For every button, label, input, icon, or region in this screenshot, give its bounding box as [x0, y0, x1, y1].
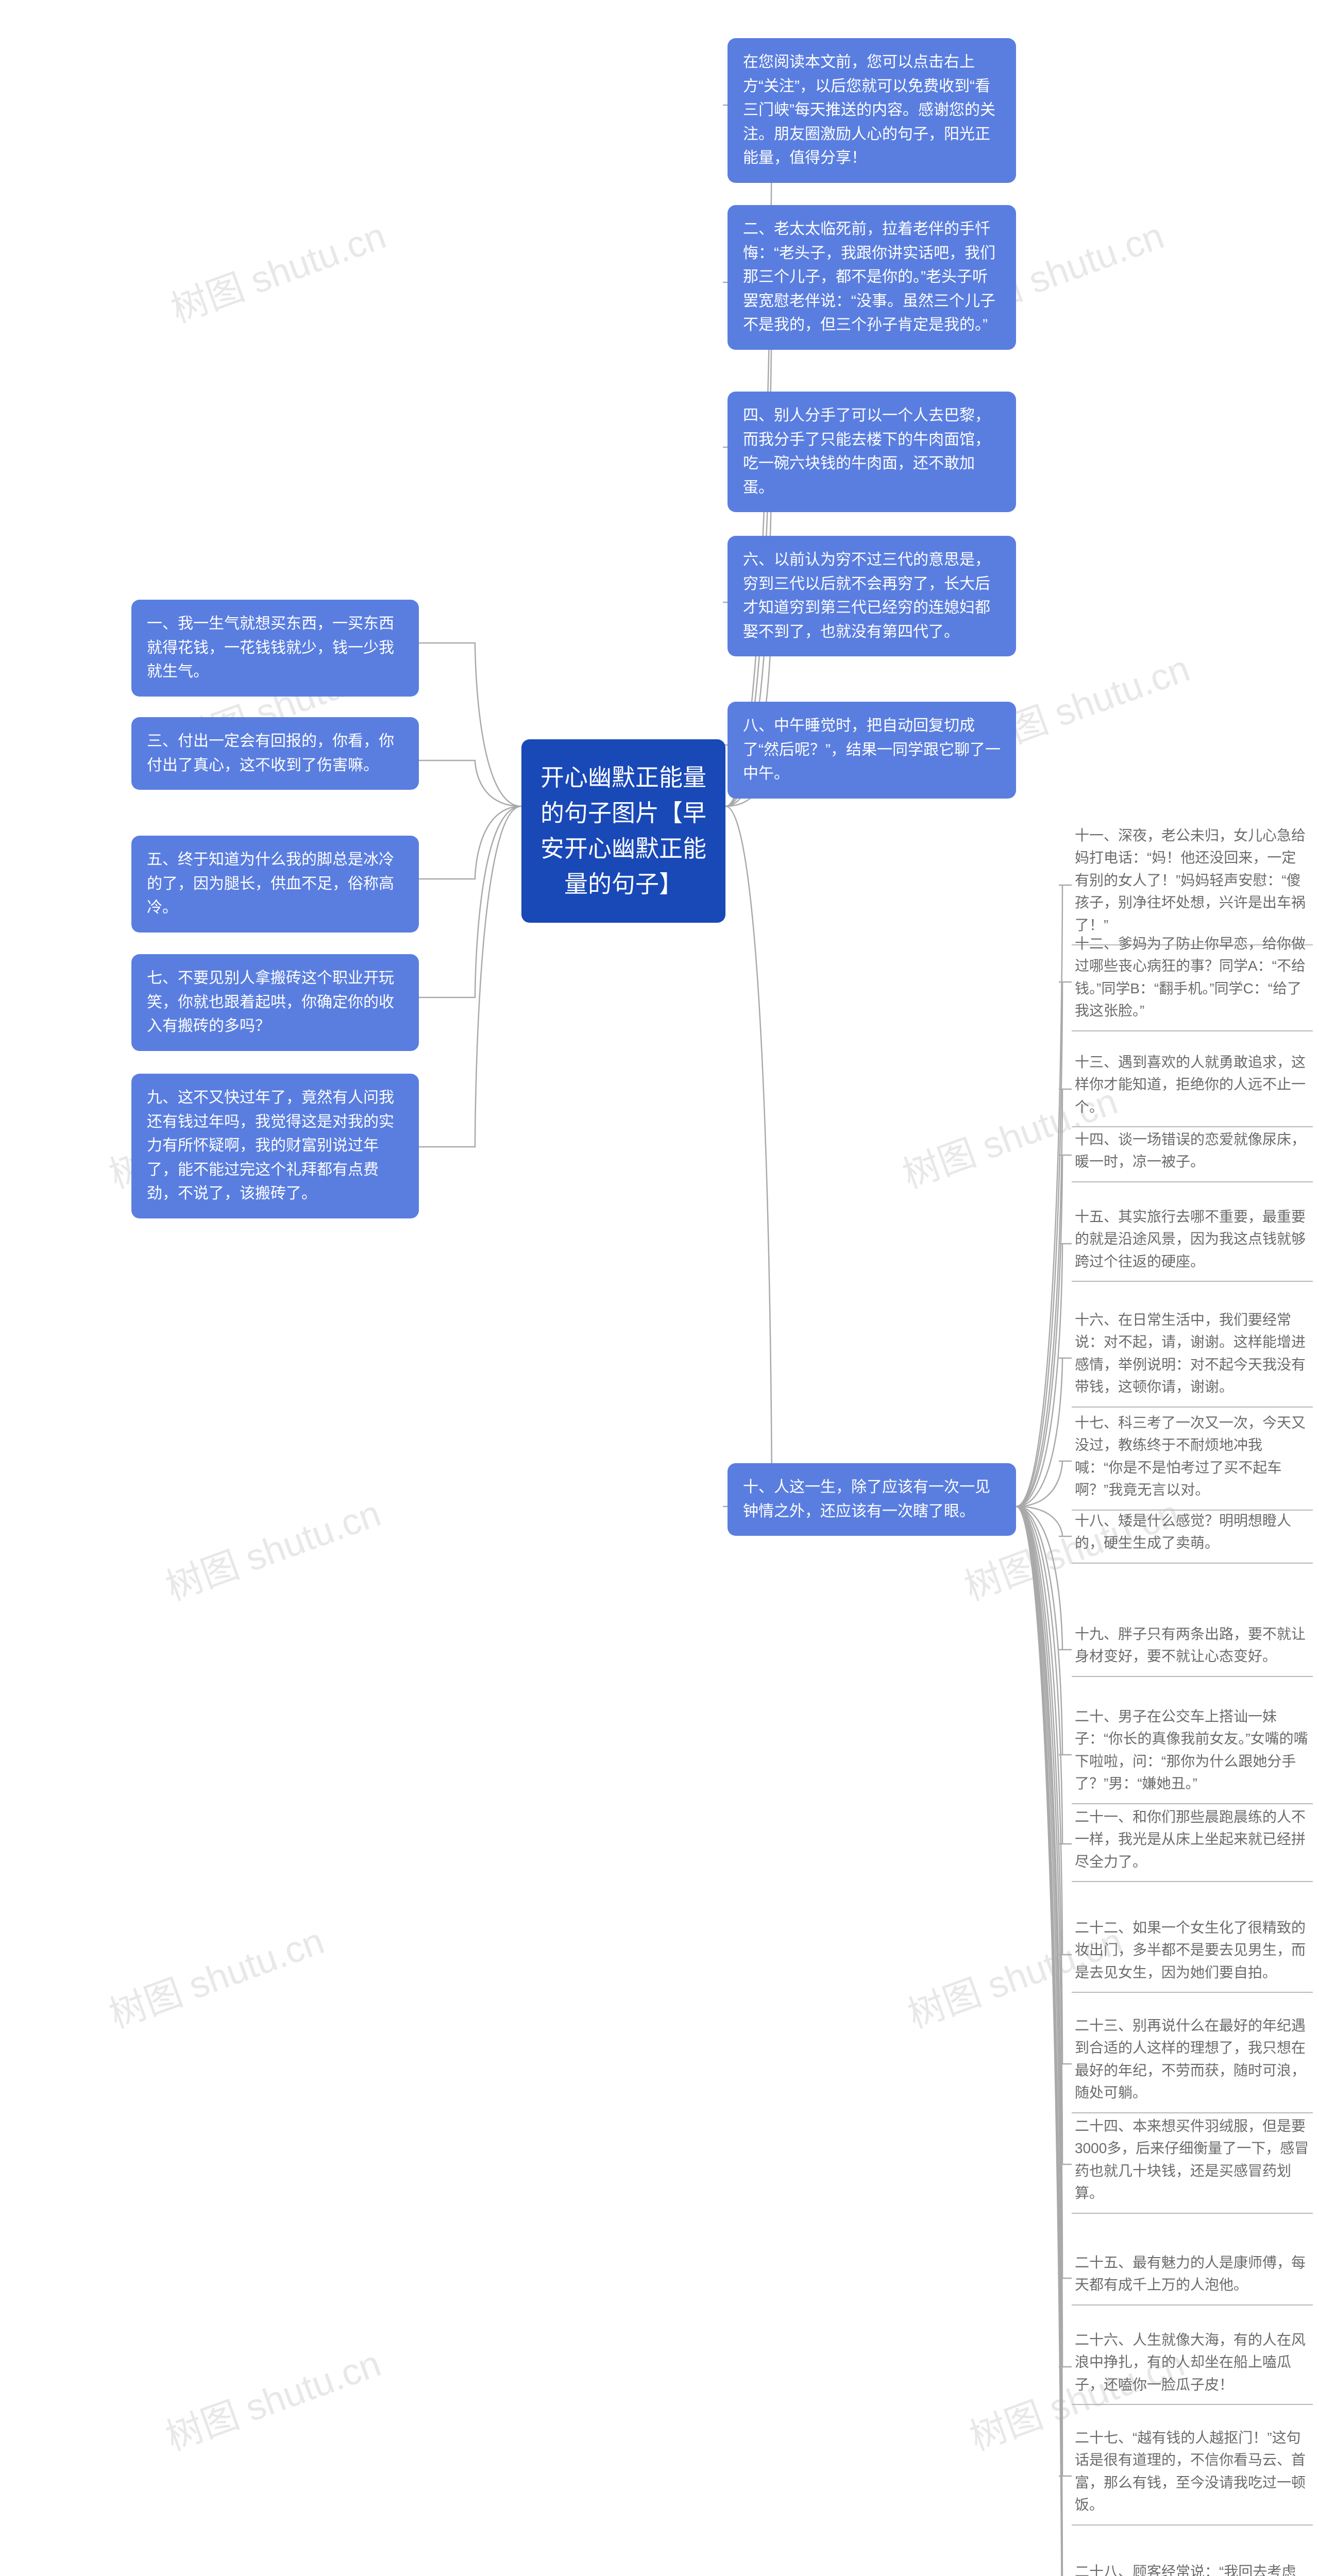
- left-node-text: 九、这不又快过年了，竟然有人问我还有钱过年吗，我觉得这是对我的实力有所怀疑啊，我…: [147, 1089, 394, 1202]
- leaf-item[interactable]: 十五、其实旅行去哪不重要，最重要的就是沿途风景，因为我这点钱就够跨过个往返的硬座…: [1072, 1206, 1313, 1313]
- left-node-text: 五、终于知道为什么我的脚总是冰冷的了，因为腿长，供血不足，俗称高冷。: [147, 851, 394, 916]
- leaf-item[interactable]: 二十六、人生就像大海，有的人在风浪中挣扎，有的人却坐在船上嗑瓜子，还嗑你一脸瓜子…: [1072, 2329, 1313, 2436]
- watermark: 树图 shutu.cn: [157, 1483, 387, 1611]
- leaf-text: 二十二、如果一个女生化了很精致的妆出门，多半都不是要去见男生，而是去见女生，因为…: [1072, 1917, 1313, 1993]
- leaf-item[interactable]: 十九、胖子只有两条出路，要不就让身材变好，要不就让心态变好。: [1072, 1623, 1313, 1708]
- leaf-item[interactable]: 二十二、如果一个女生化了很精致的妆出门，多半都不是要去见男生，而是去见女生，因为…: [1072, 1917, 1313, 2024]
- leaf-text: 二十、男子在公交车上搭讪一妹子：“你长的真像我前女友。”女嘴的嘴下啦啦，问：“那…: [1072, 1705, 1313, 1804]
- leaf-text: 二十一、和你们那些晨跑晨练的人不一样，我光是从床上坐起来就已经拼尽全力了。: [1072, 1806, 1313, 1882]
- right-node-text: 十、人这一生，除了应该有一次一见钟情之外，还应该有一次瞎了眼。: [743, 1479, 990, 1520]
- leaf-text: 二十八、顾客经常说：“我回去考虑考虑，回头确定好了再来找你。”他们说完之后我明白…: [1072, 2561, 1313, 2576]
- watermark: 树图 shutu.cn: [100, 1911, 330, 2039]
- leaf-item[interactable]: 二十八、顾客经常说：“我回去考虑考虑，回头确定好了再来找你。”他们说完之后我明白…: [1072, 2561, 1313, 2576]
- leaf-text: 二十三、别再说什么在最好的年纪遇到合适的人这样的理想了，我只想在最好的年纪，不劳…: [1072, 2014, 1313, 2113]
- leaf-item[interactable]: 二十一、和你们那些晨跑晨练的人不一样，我光是从床上坐起来就已经拼尽全力了。: [1072, 1806, 1313, 1913]
- watermark: 树图 shutu.cn: [162, 206, 392, 333]
- right-node[interactable]: 在您阅读本文前，您可以点击右上方“关注”，以后您就可以免费收到“看三门峡”每天推…: [728, 38, 1016, 183]
- center-node[interactable]: 开心幽默正能量的句子图片【早安开心幽默正能量的句子】: [521, 739, 725, 923]
- right-node-text: 六、以前认为穷不过三代的意思是，穷到三代以后就不会再穷了，长大后才知道穷到第三代…: [743, 551, 990, 640]
- right-node-text: 二、老太太临死前，拉着老伴的手忏悔：“老头子，我跟你讲实话吧，我们那三个儿子，都…: [743, 221, 995, 333]
- leaf-text: 十八、矮是什么感觉？明明想瞪人的，硬生生成了卖萌。: [1072, 1510, 1313, 1564]
- leaf-text: 十三、遇到喜欢的人就勇敢追求，这样你才能知道，拒绝你的人远不止一个。: [1072, 1051, 1313, 1127]
- leaf-text: 十七、科三考了一次又一次，今天又没过，教练终于不耐烦地冲我喊：“你是不是怕考过了…: [1072, 1412, 1313, 1511]
- leaf-text: 十五、其实旅行去哪不重要，最重要的就是沿途风景，因为我这点钱就够跨过个往返的硬座…: [1072, 1206, 1313, 1282]
- left-node[interactable]: 一、我一生气就想买东西，一买东西就得花钱，一花钱钱就少，钱一少我就生气。: [131, 600, 419, 697]
- leaf-text: 十四、谈一场错误的恋爱就像尿床，暖一时，凉一被子。: [1072, 1128, 1313, 1182]
- left-node-text: 一、我一生气就想买东西，一买东西就得花钱，一花钱钱就少，钱一少我就生气。: [147, 615, 394, 680]
- leaf-text: 十二、爹妈为了防止你早恋，给你做过哪些丧心病狂的事？同学A：“不给钱。”同学B：…: [1072, 933, 1313, 1031]
- leaf-text: 二十四、本来想买件羽绒服，但是要3000多，后来仔细衡量了一下，感冒药也就几十块…: [1072, 2115, 1313, 2214]
- leaf-text: 二十五、最有魅力的人是康师傅，每天都有成千上万的人泡他。: [1072, 2251, 1313, 2306]
- left-node-text: 三、付出一定会有回报的，你看，你付出了真心，这不收到了伤害嘛。: [147, 733, 394, 774]
- right-node[interactable]: 八、中午睡觉时，把自动回复切成了“然后呢？”，结果一同学跟它聊了一中午。: [728, 702, 1016, 799]
- left-node[interactable]: 七、不要见别人拿搬砖这个职业开玩笑，你就也跟着起哄，你确定你的收入有搬砖的多吗？: [131, 954, 419, 1051]
- right-node-text: 在您阅读本文前，您可以点击右上方“关注”，以后您就可以免费收到“看三门峡”每天推…: [743, 54, 995, 166]
- left-node-text: 七、不要见别人拿搬砖这个职业开玩笑，你就也跟着起哄，你确定你的收入有搬砖的多吗？: [147, 970, 394, 1035]
- leaf-item[interactable]: 二十五、最有魅力的人是康师傅，每天都有成千上万的人泡他。: [1072, 2251, 1313, 2336]
- leaf-text: 十一、深夜，老公未归，女儿心急给妈打电话：“妈！他还没回来，一定有别的女人了！”…: [1072, 824, 1313, 945]
- leaf-text: 二十七、“越有钱的人越抠门！”这句话是很有道理的，不信你看马云、首富，那么有钱，…: [1072, 2427, 1313, 2526]
- leaf-text: 十六、在日常生活中，我们要经常说：对不起，请，谢谢。这样能增进感情，举例说明：对…: [1072, 1309, 1313, 1408]
- left-node[interactable]: 五、终于知道为什么我的脚总是冰冷的了，因为腿长，供血不足，俗称高冷。: [131, 836, 419, 933]
- leaf-item[interactable]: 十八、矮是什么感觉？明明想瞪人的，硬生生成了卖萌。: [1072, 1510, 1313, 1595]
- center-node-text: 开心幽默正能量的句子图片【早安开心幽默正能量的句子】: [540, 764, 706, 897]
- left-node[interactable]: 九、这不又快过年了，竟然有人问我还有钱过年吗，我觉得这是对我的实力有所怀疑啊，我…: [131, 1074, 419, 1218]
- right-node[interactable]: 四、别人分手了可以一个人去巴黎，而我分手了只能去楼下的牛肉面馆，吃一碗六块钱的牛…: [728, 392, 1016, 512]
- leaf-item[interactable]: 二十四、本来想买件羽绒服，但是要3000多，后来仔细衡量了一下，感冒药也就几十块…: [1072, 2115, 1313, 2245]
- right-node[interactable]: 二、老太太临死前，拉着老伴的手忏悔：“老头子，我跟你讲实话吧，我们那三个儿子，都…: [728, 205, 1016, 350]
- leaf-text: 二十六、人生就像大海，有的人在风浪中挣扎，有的人却坐在船上嗑瓜子，还嗑你一脸瓜子…: [1072, 2329, 1313, 2405]
- right-node-text: 八、中午睡觉时，把自动回复切成了“然后呢？”，结果一同学跟它聊了一中午。: [743, 717, 1001, 782]
- left-node[interactable]: 三、付出一定会有回报的，你看，你付出了真心，这不收到了伤害嘛。: [131, 717, 419, 790]
- right-node[interactable]: 十、人这一生，除了应该有一次一见钟情之外，还应该有一次瞎了眼。: [728, 1463, 1016, 1536]
- leaf-text: 十九、胖子只有两条出路，要不就让身材变好，要不就让心态变好。: [1072, 1623, 1313, 1677]
- right-node-text: 四、别人分手了可以一个人去巴黎，而我分手了只能去楼下的牛肉面馆，吃一碗六块钱的牛…: [743, 407, 990, 496]
- leaf-item[interactable]: 十四、谈一场错误的恋爱就像尿床，暖一时，凉一被子。: [1072, 1128, 1313, 1213]
- leaf-item[interactable]: 二十七、“越有钱的人越抠门！”这句话是很有道理的，不信你看马云、首富，那么有钱，…: [1072, 2427, 1313, 2556]
- leaf-item[interactable]: 十二、爹妈为了防止你早恋，给你做过哪些丧心病狂的事？同学A：“不给钱。”同学B：…: [1072, 933, 1313, 1062]
- right-node[interactable]: 六、以前认为穷不过三代的意思是，穷到三代以后就不会再穷了，长大后才知道穷到第三代…: [728, 536, 1016, 656]
- watermark: 树图 shutu.cn: [157, 2333, 387, 2461]
